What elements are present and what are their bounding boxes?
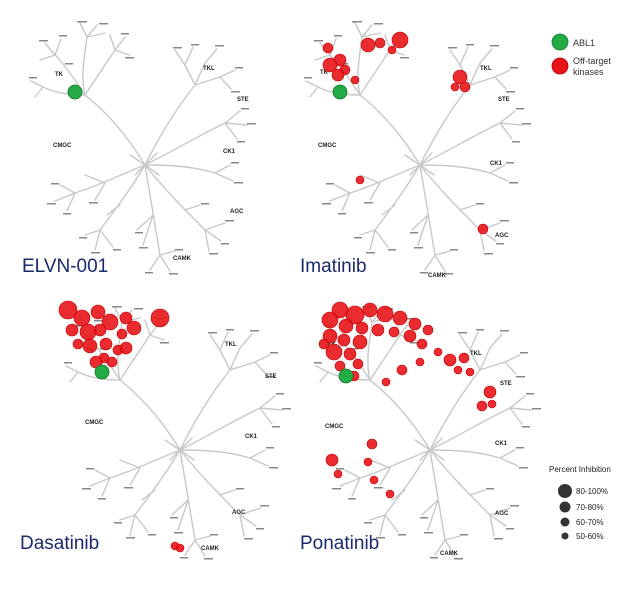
panel-elvn-001: TK TKL STE CMGC CK1 AGC CAMK (28, 20, 257, 276)
size-legend: Percent Inhibition 80-100% 70-80% 60-70%… (549, 465, 611, 541)
family-label-ck1: CK1 (495, 441, 508, 447)
family-label-tk: TK (320, 70, 329, 76)
panel-dasatinib: TK TKL STE CMGC CK1 AGC CAMK (58, 300, 292, 561)
color-legend: ABL1 Off-target kinases (551, 33, 611, 77)
offtarget-legend-label-line2: kinases (573, 67, 604, 77)
family-label-ck1: CK1 (490, 161, 503, 167)
family-label-ck1: CK1 (223, 149, 236, 155)
size-label-70-80: 70-80% (576, 503, 604, 512)
family-label-ck1: CK1 (245, 434, 258, 440)
family-label-tkl: TKL (470, 351, 482, 357)
family-label-cmgc: CMGC (325, 424, 344, 430)
panel-title-ponatinib: Ponatinib (300, 533, 379, 554)
panel-ponatinib: TK TKL STE CMGC CK1 AGC CAMK (313, 301, 542, 561)
size-80-100-marker (558, 484, 572, 498)
family-label-cmgc: CMGC (53, 143, 72, 149)
family-label-ste: STE (265, 374, 277, 380)
size-60-70-marker (560, 517, 570, 527)
family-label-agc: AGC (495, 511, 509, 517)
offtarget-legend-label-line1: Off-target (573, 56, 611, 66)
family-label-tkl: TKL (225, 342, 237, 348)
panel-title-elvn-001: ELVN-001 (22, 256, 108, 277)
size-label-50-60: 50-60% (576, 532, 604, 541)
panel-title-dasatinib: Dasatinib (20, 533, 99, 554)
family-label-ste: STE (500, 381, 512, 387)
abl1-legend-swatch (551, 33, 569, 51)
size-70-80-marker (559, 501, 571, 513)
offtarget-legend-swatch (551, 57, 569, 75)
family-label-camk: CAMK (201, 546, 220, 552)
abl1-marker (94, 364, 110, 380)
family-label-agc: AGC (495, 233, 509, 239)
abl1-marker (338, 368, 354, 384)
family-label-cmgc: CMGC (318, 143, 337, 149)
abl1-legend-label: ABL1 (573, 38, 595, 48)
family-label-camk: CAMK (173, 256, 192, 262)
family-label-tkl: TKL (203, 66, 215, 72)
family-label-camk: CAMK (428, 273, 447, 279)
abl1-marker (67, 84, 83, 100)
family-label-ste: STE (498, 97, 510, 103)
panel-imatinib: TK TKL STE CMGC CK1 AGC CAMK (303, 20, 532, 279)
kinome-tree (63, 305, 292, 561)
family-label-agc: AGC (230, 209, 244, 215)
family-label-tkl: TKL (480, 66, 492, 72)
size-legend-title: Percent Inhibition (549, 465, 611, 474)
size-label-80-100: 80-100% (576, 487, 608, 496)
offtarget-markers (318, 301, 497, 499)
panel-title-imatinib: Imatinib (300, 256, 367, 277)
family-label-ste: STE (237, 97, 249, 103)
family-label-agc: AGC (232, 510, 246, 516)
abl1-marker (332, 84, 348, 100)
offtarget-markers (322, 31, 489, 235)
family-label-camk: CAMK (440, 551, 459, 557)
offtarget-markers (58, 300, 185, 553)
size-50-60-marker (561, 532, 569, 540)
size-label-60-70: 60-70% (576, 518, 604, 527)
family-label-tk: TK (55, 72, 64, 78)
family-label-cmgc: CMGC (85, 420, 104, 426)
